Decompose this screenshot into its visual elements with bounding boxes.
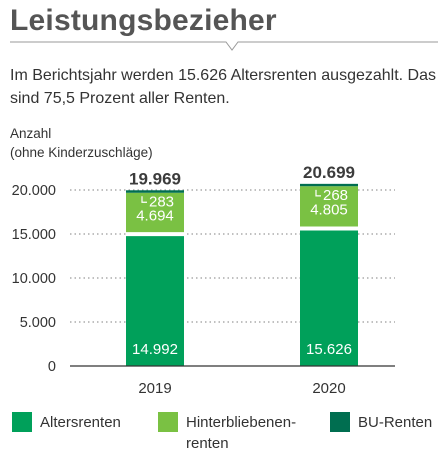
legend-item-bu-renten: BU-Renten [330,412,432,433]
legend-label-bu-renten: BU-Renten [358,412,432,433]
total-label-2020: 20.699 [303,163,355,182]
y-axis-label-line-1: Anzahl [10,126,52,141]
x-tick-label-2019: 2019 [138,380,171,397]
bu-marker-2019 [141,196,147,203]
y-tick-label-3: 15.000 [12,227,56,243]
data-label-altersrenten-2019: 14.992 [132,341,178,358]
y-tick-label-2: 10.000 [12,271,56,287]
bar-bu-renten-2019 [126,190,184,193]
legend-label-hinterbliebenenrenten-line-2: renten [186,435,229,452]
legend-label-altersrenten-line-1: Altersrenten [40,414,121,431]
chart-title: Leistungsbezieher [10,4,277,37]
data-label-bu-renten-2019: 283 [149,193,174,210]
legend-item-hinterbliebenenrenten: Hinterbliebenen- renten [158,412,296,454]
legend-label-hinterbliebenenrenten-line-1: Hinterbliebenen- [186,414,297,431]
title-underline [10,41,438,51]
y-axis-label: Anzahl (ohne Kinderzuschläge) [10,124,153,162]
chart-subtitle: Im Berichtsjahr werden 15.626 Altersrent… [10,67,437,107]
legend-item-altersrenten: Altersrenten [12,412,121,433]
y-tick-label-4: 20.000 [12,183,56,199]
bu-marker-2020 [315,189,321,197]
y-axis-label-line-2: (ohne Kinderzuschläge) [10,145,153,160]
legend-swatch-altersrenten [12,412,32,432]
legend-label-bu-renten-line-1: BU-Renten [358,414,433,431]
legend-swatch-hinterbliebenenrenten [158,412,178,432]
legend-swatch-bu-renten [330,412,350,432]
bar-altersrenten-2019 [126,234,184,366]
bar-bu-renten-2020 [300,183,358,187]
legend: Altersrenten Hinterbliebenen- renten BU-… [12,412,442,458]
data-label-hinterbliebenenrenten-2020: 4.805 [310,201,348,218]
legend-label-altersrenten: Altersrenten [40,412,121,433]
x-tick-label-2020: 2020 [312,380,345,397]
data-label-hinterbliebenenrenten-2019: 4.694 [136,207,174,224]
data-label-bu-renten-2020: 268 [323,187,348,204]
data-label-altersrenten-2020: 15.626 [306,341,352,358]
y-tick-label-1: 5.000 [20,315,56,331]
bar-hinterbliebenenrenten-2019 [126,192,184,235]
bar-altersrenten-2020 [300,228,358,366]
total-label-2019: 19.969 [129,169,181,188]
bar-hinterbliebenenrenten-2020 [300,186,358,229]
legend-label-hinterbliebenenrenten: Hinterbliebenen- renten [186,412,296,454]
y-tick-label-0: 0 [48,359,56,375]
